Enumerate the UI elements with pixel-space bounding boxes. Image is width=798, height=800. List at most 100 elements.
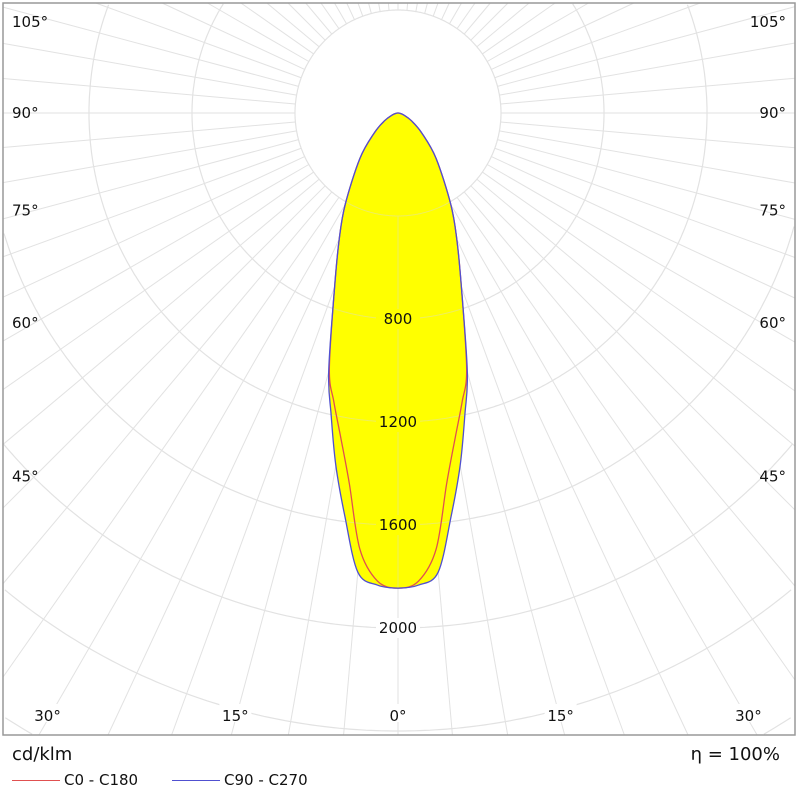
grid-spoke bbox=[432, 209, 625, 736]
grid-spoke bbox=[320, 2, 340, 29]
angle-label-left: 60° bbox=[12, 314, 39, 332]
grid-spoke bbox=[2, 164, 310, 342]
series-curve-c90-c270 bbox=[327, 112, 469, 589]
radial-label-bg bbox=[376, 618, 420, 638]
angle-label-bg bbox=[219, 704, 252, 722]
grid-spoke bbox=[491, 156, 796, 299]
grid-spoke bbox=[497, 139, 796, 220]
grid-spoke bbox=[476, 2, 530, 48]
grid-spoke bbox=[2, 197, 340, 678]
grid-spoke bbox=[2, 42, 297, 96]
angle-label-bottom: 30° bbox=[735, 707, 762, 725]
radial-tick-label: 1200 bbox=[379, 413, 417, 431]
angle-label-left: 105° bbox=[12, 13, 48, 31]
radial-tick-label: 800 bbox=[384, 310, 413, 328]
legend-swatch-c0-c180 bbox=[12, 779, 60, 781]
grid-circle bbox=[3, 443, 793, 629]
grid-spoke bbox=[456, 197, 796, 681]
grid-spoke bbox=[95, 2, 302, 79]
grid-spoke bbox=[387, 2, 390, 11]
legend-label: C90 - C270 bbox=[224, 771, 308, 789]
grid-spoke bbox=[2, 77, 296, 105]
grid-spoke bbox=[406, 2, 409, 11]
grid-spoke bbox=[499, 42, 796, 96]
grid-spoke bbox=[482, 171, 796, 392]
angle-label-bg bbox=[382, 704, 414, 722]
grid-spoke bbox=[171, 209, 364, 736]
angle-label-bg bbox=[732, 704, 765, 722]
angle-label-right: 90° bbox=[759, 104, 786, 122]
grid-spoke bbox=[240, 2, 314, 55]
grid-spoke bbox=[432, 2, 439, 17]
angle-label-right: 60° bbox=[759, 314, 786, 332]
grid-circle bbox=[294, 9, 502, 217]
grid-spoke bbox=[499, 130, 796, 184]
legend-label: C0 - C180 bbox=[64, 771, 139, 789]
grid-spoke bbox=[266, 2, 320, 48]
grid-spoke bbox=[500, 77, 796, 105]
grid-spoke bbox=[346, 2, 355, 20]
legend-item-c90-c270: C90 - C270 bbox=[172, 770, 308, 790]
angle-label-right: 75° bbox=[759, 201, 786, 219]
grid-spoke bbox=[470, 185, 796, 511]
grid-spoke bbox=[378, 2, 381, 12]
angle-label-bottom: 15° bbox=[547, 707, 574, 725]
grid-spoke bbox=[161, 2, 305, 70]
grid-spoke bbox=[2, 156, 305, 298]
angle-label-bottom: 15° bbox=[222, 707, 249, 725]
grid-spoke bbox=[486, 164, 796, 343]
grid-circle bbox=[3, 226, 795, 526]
grid-spoke bbox=[305, 2, 333, 35]
grid-spoke bbox=[2, 6, 299, 87]
angle-label-left: 90° bbox=[12, 104, 39, 122]
legend-item-c0-c180: C0 - C180 bbox=[12, 770, 138, 790]
radial-label-bg bbox=[376, 515, 420, 535]
unit-label: cd/klm bbox=[12, 744, 73, 765]
grid-spoke bbox=[424, 2, 428, 14]
grid-spoke bbox=[476, 178, 796, 447]
grid-spoke bbox=[491, 2, 635, 70]
radial-label-bg bbox=[376, 412, 420, 432]
grid-circle bbox=[4, 717, 792, 735]
grid-spoke bbox=[38, 201, 347, 736]
angle-label-left: 75° bbox=[12, 201, 39, 219]
grid-spoke bbox=[456, 2, 476, 29]
angle-label-bg bbox=[31, 704, 64, 722]
angle-label-right: 45° bbox=[759, 468, 786, 486]
grid-spoke bbox=[463, 191, 796, 587]
radial-label-bg bbox=[376, 309, 420, 329]
grid-circle bbox=[191, 3, 605, 320]
legend-swatch-c90-c270 bbox=[172, 779, 220, 781]
polar-intensity-chart: 800 1200 1600 2000 105° 105° 90° 90° 75° 75° 60° 60… bbox=[2, 2, 796, 736]
grid-over-fill bbox=[328, 113, 468, 589]
angle-label-bg bbox=[544, 704, 577, 722]
angle-label-right: 105° bbox=[750, 13, 786, 31]
grid-spoke bbox=[494, 2, 701, 79]
grid-spoke bbox=[449, 201, 758, 736]
grid-spoke bbox=[470, 2, 509, 41]
grid-spoke bbox=[207, 2, 310, 62]
radial-tick-label: 2000 bbox=[379, 619, 417, 637]
grid-spoke bbox=[441, 2, 450, 20]
radial-tick-label: 1600 bbox=[379, 516, 417, 534]
grid-spoke bbox=[494, 147, 796, 258]
grid-spoke bbox=[2, 139, 299, 220]
grid-spoke bbox=[500, 121, 796, 149]
grid-spoke bbox=[357, 2, 364, 17]
grid-spoke bbox=[2, 130, 297, 184]
angle-label-bottom: 30° bbox=[34, 707, 61, 725]
grid-spoke bbox=[441, 206, 689, 736]
grid-spoke bbox=[497, 6, 796, 87]
grid-spoke bbox=[107, 206, 355, 736]
efficiency-label: η = 100% bbox=[690, 744, 780, 765]
chart-frame bbox=[2, 2, 796, 736]
angle-label-bottom: 0° bbox=[389, 707, 406, 725]
grid-spoke bbox=[2, 121, 296, 149]
grid-spoke bbox=[486, 2, 589, 62]
grid-group bbox=[2, 2, 796, 736]
grid-spoke bbox=[2, 147, 302, 258]
grid-spoke bbox=[449, 2, 462, 25]
grid-spoke bbox=[287, 2, 326, 41]
grid-spoke bbox=[2, 185, 326, 509]
grid-spoke bbox=[482, 2, 556, 55]
